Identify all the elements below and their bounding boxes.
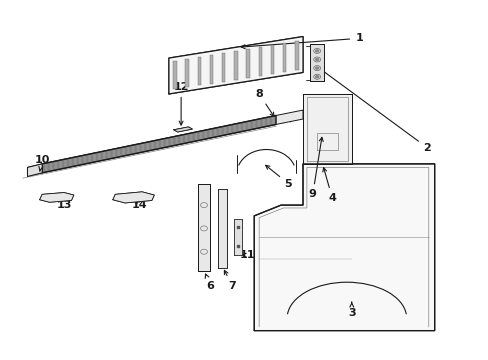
Polygon shape [303,94,351,164]
Polygon shape [270,45,274,74]
Text: 4: 4 [322,168,336,203]
Polygon shape [40,193,74,202]
Circle shape [315,50,318,52]
Polygon shape [310,44,324,81]
Circle shape [315,58,318,60]
Polygon shape [198,184,210,271]
Polygon shape [173,61,176,89]
Text: 2: 2 [318,68,430,153]
Text: 3: 3 [347,302,355,318]
Polygon shape [209,55,213,84]
Polygon shape [168,37,303,94]
Text: 9: 9 [308,138,323,199]
Polygon shape [185,59,188,87]
Polygon shape [27,164,42,176]
Text: 13: 13 [56,197,72,210]
Polygon shape [233,220,242,255]
Text: 7: 7 [224,270,236,291]
Polygon shape [254,164,434,330]
Polygon shape [113,192,154,203]
Text: 5: 5 [265,165,292,189]
Text: 12: 12 [173,82,188,125]
Polygon shape [197,57,201,85]
Polygon shape [42,116,276,173]
Polygon shape [295,41,298,70]
Polygon shape [276,110,303,125]
Text: 14: 14 [132,200,147,210]
Text: 10: 10 [34,155,50,171]
Polygon shape [258,47,262,76]
Polygon shape [217,189,227,268]
Polygon shape [246,49,249,78]
Polygon shape [234,51,237,80]
Polygon shape [173,127,192,132]
Text: 11: 11 [239,250,254,260]
Circle shape [315,67,318,69]
Text: 8: 8 [255,89,273,116]
Text: 1: 1 [241,33,362,49]
Circle shape [315,76,318,78]
Polygon shape [283,43,286,72]
Text: 6: 6 [205,274,214,291]
Polygon shape [222,53,225,82]
